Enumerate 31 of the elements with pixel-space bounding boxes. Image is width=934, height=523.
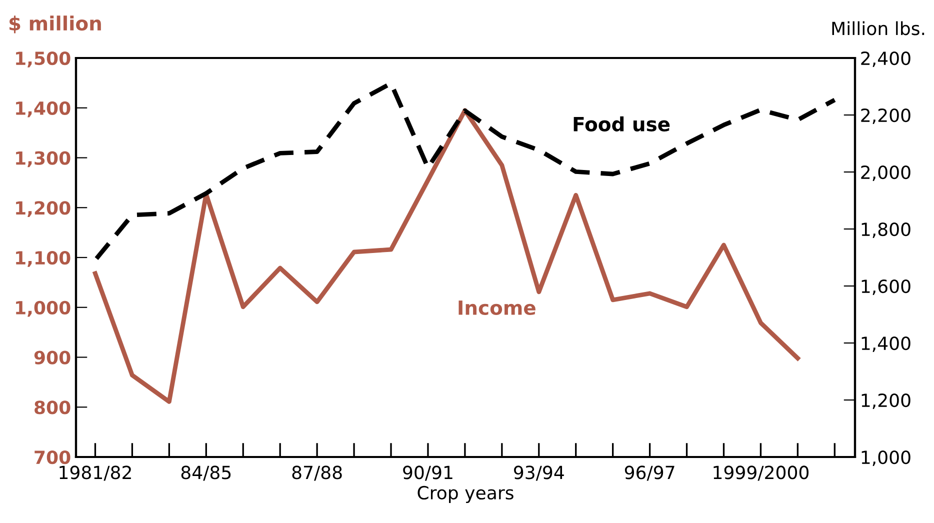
y-tick-label: 1,400: [16, 101, 70, 118]
line-series: [93, 108, 800, 404]
y-tick-label: 1,300: [16, 151, 70, 168]
x-tick-label: 96/97: [624, 466, 674, 481]
y2-tick-label: 1,400: [862, 336, 910, 352]
x-tick-label: 1981/82: [60, 466, 131, 481]
y2-tick-label: 2,400: [861, 51, 910, 67]
y2-tick-label: 1,600: [862, 279, 910, 295]
x-tick-label: 90/91: [403, 466, 452, 481]
line-series: [93, 81, 837, 262]
y-tick-label: 1,000: [16, 300, 70, 317]
x-tick-label: 93/94: [514, 466, 564, 481]
y2-tick-label: 2,200: [861, 108, 910, 124]
y-tick-label: 900: [34, 350, 70, 364]
x-tick-label: 87/88: [292, 466, 342, 481]
x-axis-title: Crop years: [418, 486, 514, 504]
y2-tick-label: 1,800: [862, 222, 910, 238]
y2-tick-label: 1,000: [862, 450, 910, 466]
x-tick-label: 84/85: [181, 466, 231, 481]
series-label: Food use: [574, 116, 670, 132]
y-tick-label: 700: [34, 450, 70, 464]
y-tick-label: 1,200: [16, 201, 70, 218]
y-tick-label: 1,500: [16, 51, 70, 68]
y-tick-label: 800: [34, 400, 70, 414]
series-label: Income: [458, 300, 536, 316]
y2-axis-title: Million lbs.: [832, 21, 924, 36]
y2-tick-label: 1,200: [862, 393, 910, 409]
y-tick-label: 1,100: [16, 250, 70, 267]
y2-tick-label: 2,000: [861, 165, 910, 181]
y-axis-title: $ million: [10, 16, 101, 34]
x-tick-label: 1999/2000: [714, 466, 809, 481]
